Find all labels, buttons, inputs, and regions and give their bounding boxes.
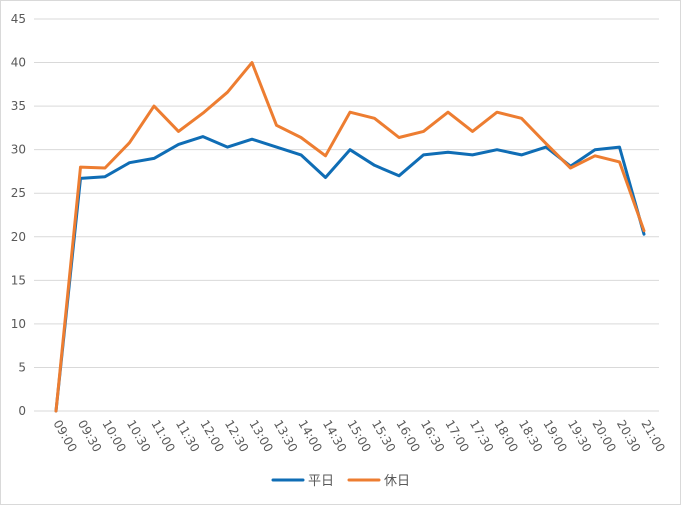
y-tick-label: 30 <box>11 143 26 157</box>
x-tick-label: 16:00 <box>393 418 422 455</box>
y-tick-label: 40 <box>11 56 26 70</box>
series-line-2 <box>54 61 646 413</box>
x-tick-label: 15:00 <box>344 418 373 455</box>
x-tick-label: 12:30 <box>222 418 251 455</box>
x-tick-label: 11:00 <box>148 418 177 455</box>
y-tick-label: 35 <box>11 99 26 113</box>
y-axis-ticks: 0 5 10 15 20 25 30 35 40 45 <box>11 12 26 418</box>
x-tick-label: 17:30 <box>467 418 496 455</box>
gridlines <box>34 18 659 412</box>
x-tick-label: 10:30 <box>124 418 153 455</box>
x-tick-label: 10:00 <box>99 418 128 455</box>
y-tick-label: 25 <box>11 186 26 200</box>
y-tick-label: 45 <box>11 12 26 26</box>
x-tick-label: 11:30 <box>173 418 202 455</box>
y-tick-label: 15 <box>11 273 26 287</box>
x-tick-label: 18:00 <box>491 418 520 455</box>
x-axis-ticks: 09:0009:3010:0010:3011:0011:3012:0012:30… <box>50 418 667 455</box>
x-tick-label: 20:30 <box>614 418 643 455</box>
series-line-1 <box>54 135 646 413</box>
x-tick-label: 21:00 <box>638 418 667 455</box>
legend-label-2: 休日 <box>384 474 410 489</box>
x-tick-label: 14:30 <box>320 418 349 455</box>
x-tick-label: 19:30 <box>565 418 594 455</box>
y-tick-label: 0 <box>18 404 26 418</box>
x-tick-label: 09:00 <box>50 418 79 455</box>
y-tick-label: 20 <box>11 230 26 244</box>
x-tick-label: 16:30 <box>418 418 447 455</box>
x-tick-label: 20:00 <box>589 418 618 455</box>
legend-label-1: 平日 <box>308 474 334 489</box>
x-tick-label: 13:00 <box>246 418 275 455</box>
x-tick-label: 18:30 <box>516 418 545 455</box>
x-tick-label: 14:00 <box>295 418 324 455</box>
legend: 平日 休日 <box>271 474 410 489</box>
x-tick-label: 17:00 <box>442 418 471 455</box>
x-tick-label: 12:00 <box>197 418 226 455</box>
y-tick-label: 5 <box>18 360 26 374</box>
x-tick-label: 13:30 <box>271 418 300 455</box>
x-tick-label: 19:00 <box>540 418 569 455</box>
x-tick-label: 15:30 <box>369 418 398 455</box>
series-lines <box>54 61 646 413</box>
x-tick-label: 09:30 <box>75 418 104 455</box>
y-tick-label: 10 <box>11 317 26 331</box>
